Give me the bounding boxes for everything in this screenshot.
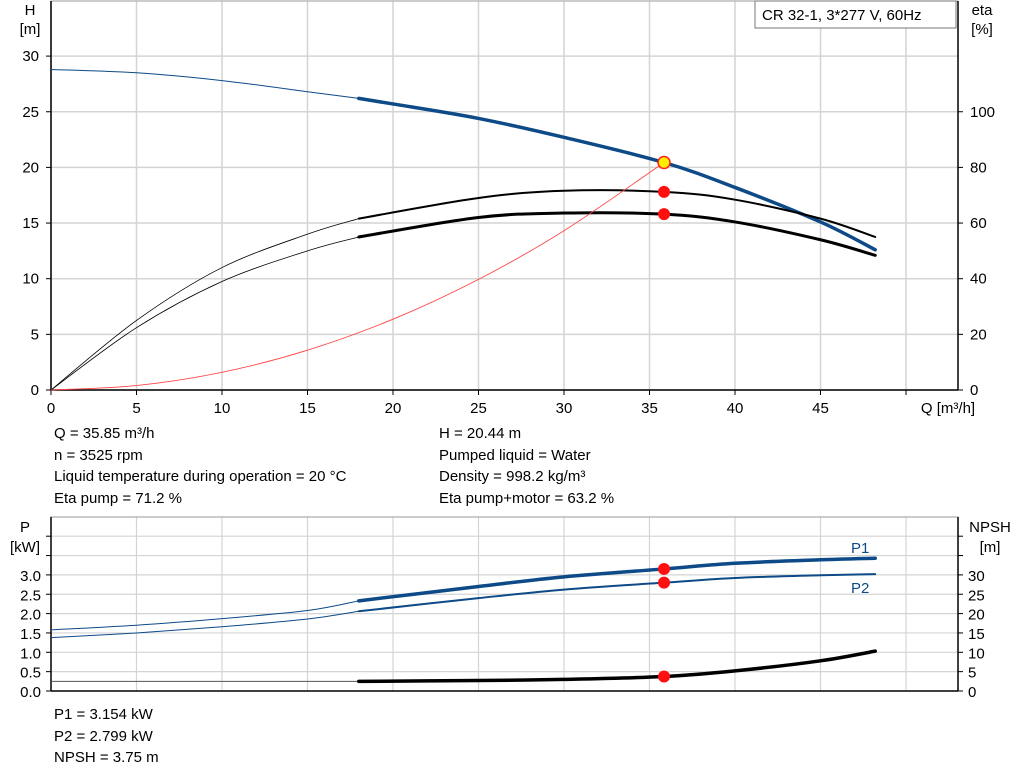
x-tick-label: 40	[727, 400, 744, 417]
x-tick-label: 30	[556, 400, 573, 417]
plot-frame	[50, 516, 959, 692]
x-axis-label: Q [m³/h]	[921, 400, 975, 417]
H-curve	[357, 96, 877, 252]
info-n: n = 3525 rpm	[54, 446, 143, 464]
chart-title: CR 32-1, 3*277 V, 60Hz	[762, 7, 922, 24]
P1-curve	[357, 556, 877, 603]
y-tick-label-right: 0	[970, 382, 978, 399]
y-tick-label-right: 40	[970, 271, 987, 288]
y-tick-label-left: 0.0	[20, 684, 41, 701]
y-tick-label-left: 20	[22, 159, 39, 176]
duty-point-P1	[658, 562, 671, 575]
y-label-right: eta	[972, 2, 994, 19]
duty-point-NPSH	[658, 670, 671, 683]
y-tick-label-right: 20	[968, 607, 985, 624]
info-right: H = 20.44 m Pumped liquid = Water Densit…	[439, 423, 614, 509]
duty-point-H	[657, 155, 671, 170]
y-tick-label-left: 25	[22, 104, 39, 121]
y-tick-label-right: 100	[970, 104, 995, 121]
info-liquid: Pumped liquid = Water	[439, 446, 591, 464]
NPSH-curve	[357, 649, 877, 684]
series-label-p2: P2	[851, 580, 869, 597]
y-tick-label-left: 10	[22, 271, 39, 288]
y-tick-label-left: 15	[22, 215, 39, 232]
system-curve	[50, 162, 665, 391]
P2-curve-extended	[50, 610, 359, 639]
power-npsh-chart: 0.0 0.5 1.0 1.5 2.0 2.5 3.0 0 5 10 15 20 25 30 P [kW] NP…	[10, 516, 1011, 701]
eta_pump-curve	[357, 189, 877, 238]
x-tick-label: 35	[641, 400, 658, 417]
x-tick-label: 25	[470, 400, 487, 417]
duty-point-eta_pump_motor	[658, 208, 671, 221]
y-tick-label-right: 30	[968, 568, 985, 585]
info-eta-pump: Eta pump = 71.2 %	[54, 489, 182, 507]
y-tick-label-right: 80	[970, 159, 987, 176]
performance-chart: 0 5 10 15 20 25 30 35 40 45 Q [m³/h]05101520253002…	[20, 0, 995, 417]
y-tick-label-right: 20	[970, 326, 987, 343]
P1-curve-extended	[50, 600, 359, 631]
y-label-left: P	[20, 519, 30, 536]
info-temp: Liquid temperature during operation = 20…	[54, 468, 347, 485]
info-p2: P2 = 2.799 kW	[54, 727, 153, 745]
y-tick-label-right: 60	[970, 215, 987, 232]
x-tick-label: 5	[132, 400, 140, 417]
info-q: Q = 35.85 m³/h	[54, 425, 155, 442]
info-p1: P1 = 3.154 kW	[54, 706, 153, 723]
y-tick-label-left: 2.5	[20, 587, 41, 604]
y-label-right-unit: [%]	[971, 21, 993, 38]
y-label-right-unit: [m]	[980, 539, 1001, 556]
duty-point-P2	[658, 576, 671, 589]
info-h: H = 20.44 m	[439, 425, 522, 442]
y-label-left: H	[25, 2, 36, 19]
info-bottom: P1 = 3.154 kW P2 = 2.799 kW NPSH = 3.75 …	[54, 704, 159, 769]
eta_pump-curve-extended	[50, 218, 359, 391]
y-tick-label-left: 0	[31, 382, 39, 399]
duty-point-eta_pump	[658, 185, 671, 198]
title-box	[754, 0, 957, 29]
y-tick-label-left: 3.0	[20, 568, 41, 585]
P2-curve	[357, 573, 877, 613]
y-tick-label-right: 5	[968, 665, 976, 682]
y-label-left-unit: [m]	[20, 21, 41, 38]
info-npsh: NPSH = 3.75 m	[54, 749, 159, 766]
x-tick-label: 20	[385, 400, 402, 417]
y-tick-label-left: 30	[22, 48, 39, 65]
y-tick-label-right: 25	[968, 587, 985, 604]
x-tick-label: 45	[812, 400, 829, 417]
x-tick-label: 0	[47, 400, 55, 417]
x-tick-label: 15	[299, 400, 316, 417]
y-label-left-unit: [kW]	[10, 539, 40, 556]
y-tick-label-right: 0	[968, 684, 976, 701]
y-tick-label-left: 1.5	[20, 626, 41, 643]
y-tick-label-left: 5	[31, 326, 39, 343]
y-tick-label-right: 10	[968, 645, 985, 662]
info-left: Q = 35.85 m³/h n = 3525 rpm Liquid tempe…	[54, 423, 346, 509]
x-tick-label: 10	[214, 400, 231, 417]
y-tick-label-left: 1.0	[20, 645, 41, 662]
info-eta-pump-motor: Eta pump+motor = 63.2 %	[439, 489, 615, 507]
y-tick-label-left: 0.5	[20, 665, 41, 682]
y-label-right: NPSH	[969, 519, 1011, 536]
info-density: Density = 998.2 kg/m³	[439, 468, 586, 485]
H-curve-extended	[50, 68, 359, 99]
eta_pump_motor-curve-extended	[50, 236, 359, 391]
y-tick-label-right: 15	[968, 626, 985, 643]
series-label-p1: P1	[851, 540, 869, 557]
eta_pump_motor-curve	[357, 211, 877, 257]
y-tick-label-left: 2.0	[20, 607, 41, 624]
